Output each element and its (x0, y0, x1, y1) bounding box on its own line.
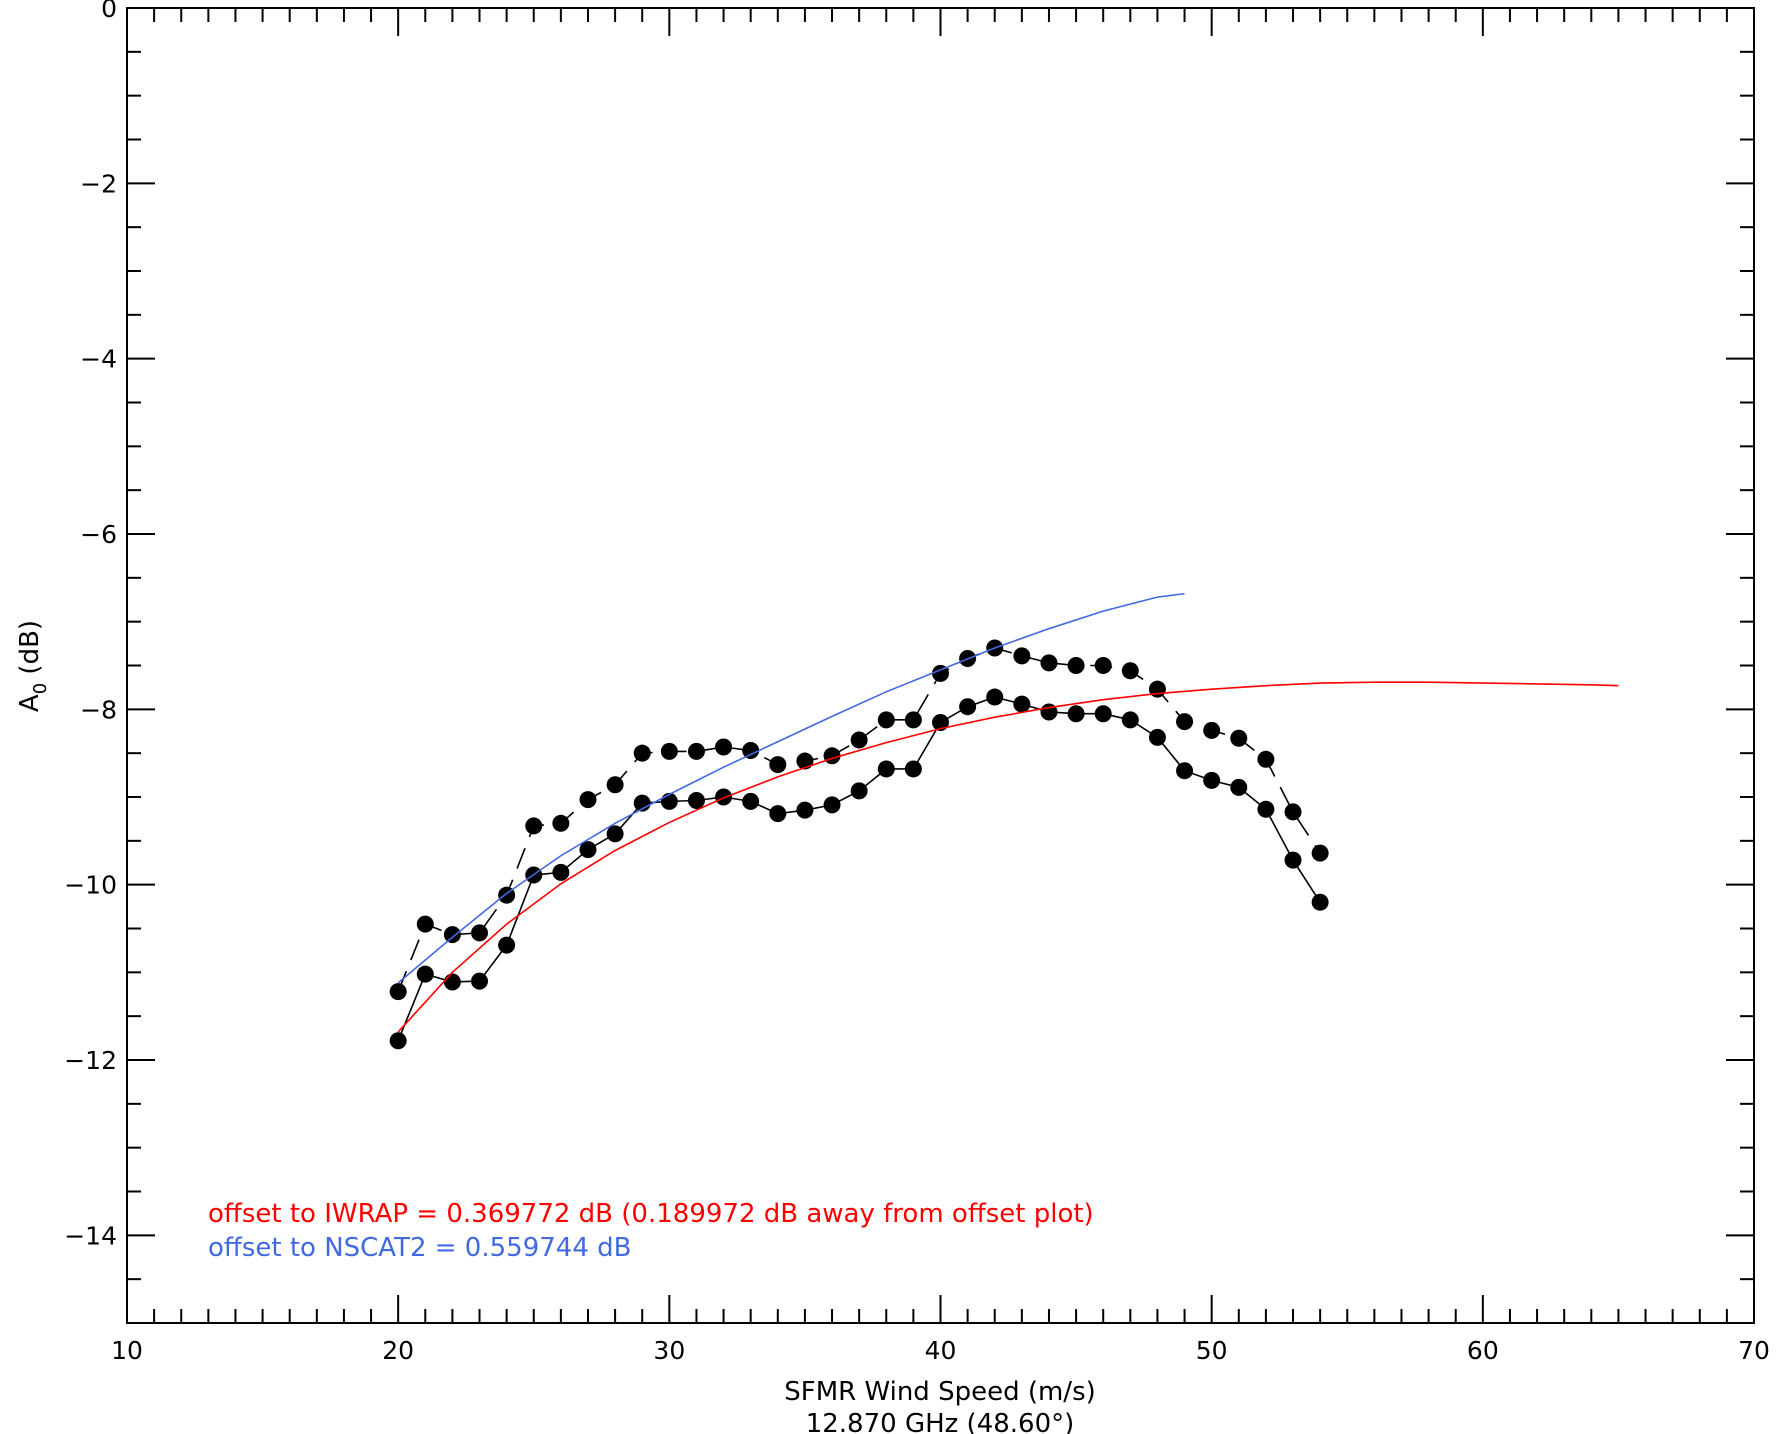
data-point (1040, 654, 1058, 672)
x-tick-label: 30 (653, 1336, 685, 1365)
data-point (606, 776, 624, 794)
data-point (959, 698, 977, 716)
data-point (1203, 771, 1221, 789)
data-point (769, 805, 787, 823)
data-point (1067, 705, 1085, 723)
data-point (579, 841, 597, 859)
x-tick-label: 50 (1196, 1336, 1228, 1365)
x-axis-title: SFMR Wind Speed (m/s) (784, 1377, 1096, 1407)
data-point (1094, 657, 1112, 674)
data-point (742, 792, 760, 810)
series-line (397, 681, 1619, 1033)
data-point (932, 664, 949, 682)
data-point (850, 782, 868, 800)
data-point (1257, 800, 1275, 818)
data-point (986, 688, 1004, 706)
data-point (1013, 695, 1031, 713)
y-tick-label: −4 (80, 345, 117, 374)
x-tick-label: 40 (925, 1336, 957, 1365)
data-point (471, 972, 489, 990)
data-point (579, 791, 597, 809)
data-point (471, 924, 489, 942)
data-point (416, 965, 434, 983)
data-point (1176, 713, 1194, 731)
x-axis-subtitle: 12.870 GHz (48.60°) (806, 1409, 1075, 1434)
data-point (904, 760, 922, 778)
axis-ticks: 10 20 30 40 50 60 70 0 −2 −4 −6 −8 −10 −12 −14 (64, 0, 1770, 1365)
data-point (823, 747, 841, 765)
data-point (796, 801, 814, 819)
data-point (1203, 721, 1221, 739)
y-axis-title: A0 (dB) (15, 620, 51, 712)
data-point (498, 936, 516, 954)
data-point (606, 825, 624, 843)
data-point (389, 1032, 407, 1050)
series-1 (389, 688, 1329, 1050)
data-point (1013, 647, 1031, 665)
data-point (796, 752, 814, 770)
data-point (1176, 762, 1194, 780)
data-point (443, 973, 461, 991)
data-point (633, 744, 651, 762)
y-tick-label: −10 (64, 871, 117, 900)
data-point (1284, 851, 1302, 869)
data-point (1148, 728, 1166, 746)
data-point (443, 926, 461, 944)
x-tick-label: 20 (382, 1336, 414, 1365)
data-point (552, 814, 570, 832)
data-point (1121, 662, 1139, 680)
data-point (687, 742, 705, 760)
data-point (1230, 729, 1248, 747)
data-point (416, 915, 434, 933)
data-point (389, 983, 407, 1001)
y-axis-title-main: A (15, 694, 45, 712)
data-point (932, 713, 949, 731)
data-point (877, 711, 895, 729)
data-point (525, 817, 543, 835)
data-point (1094, 705, 1112, 723)
annotation-layer: offset to IWRAP = 0.369772 dB (0.189972 … (208, 1199, 1094, 1263)
data-point (1311, 893, 1329, 911)
data-point (877, 760, 895, 778)
y-tick-label: −2 (80, 169, 117, 198)
data-point (715, 738, 733, 756)
x-tick-label: 70 (1738, 1336, 1770, 1365)
data-point (742, 742, 760, 760)
data-point (904, 711, 922, 729)
y-tick-label: −8 (80, 695, 117, 724)
data-point (1284, 803, 1302, 821)
x-tick-label: 60 (1467, 1336, 1499, 1365)
data-point (769, 756, 787, 774)
nscat2-offset-annotation: offset to NSCAT2 = 0.559744 dB (208, 1233, 631, 1263)
svg-text:A0 (dB): A0 (dB) (15, 620, 51, 712)
data-point (552, 863, 570, 881)
data-point (1311, 844, 1329, 862)
data-point (660, 742, 678, 760)
data-point (1148, 680, 1166, 698)
data-point (850, 731, 868, 749)
data-point (823, 796, 841, 814)
y-axis-title-subscript: 0 (30, 683, 51, 694)
series-layer (389, 592, 1619, 1050)
iwrap-offset-annotation: offset to IWRAP = 0.369772 dB (0.189972 … (208, 1199, 1094, 1229)
data-point (1230, 778, 1248, 796)
data-point (1121, 711, 1139, 729)
y-tick-label: −14 (64, 1221, 117, 1250)
y-tick-label: −6 (80, 520, 117, 549)
y-tick-label: 0 (101, 0, 117, 23)
data-point (660, 792, 678, 810)
series-line (397, 592, 1185, 984)
y-tick-label: −12 (64, 1046, 117, 1075)
data-point (1067, 657, 1085, 674)
x-tick-label: 10 (111, 1336, 143, 1365)
y-axis-title-unit: (dB) (15, 620, 45, 683)
data-point (687, 792, 705, 810)
data-point (715, 788, 733, 806)
series-line (397, 647, 1321, 992)
data-point (1257, 750, 1275, 768)
series-3 (397, 592, 1185, 984)
series-2 (397, 681, 1619, 1033)
series-0 (389, 639, 1329, 1001)
